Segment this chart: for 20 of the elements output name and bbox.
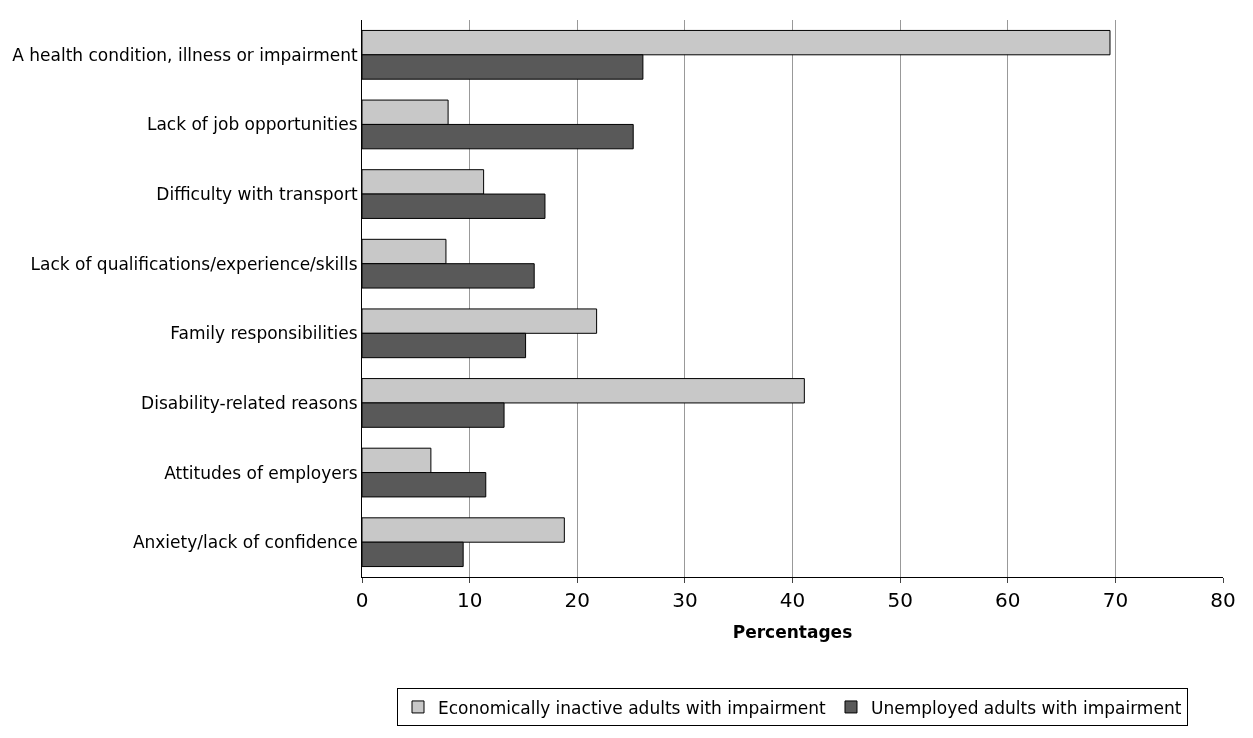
x-tick-label: 10 (456, 588, 483, 612)
y-tick-label: Family responsibilities (170, 323, 358, 344)
x-tick-label: 60 (995, 588, 1021, 612)
y-tick-label: Lack of qualifications/experience/skills (30, 253, 358, 274)
y-tick-label: Attitudes of employers (164, 462, 358, 483)
y-tick-label: Difficulty with transport (156, 184, 358, 205)
x-axis-title: Percentages (732, 622, 853, 643)
x-tick-label: 40 (779, 588, 806, 612)
y-tick-label: Lack of job opportunities (146, 114, 358, 135)
y-tick-label: Disability-related reasons (141, 392, 358, 413)
x-tick-label: 0 (355, 588, 369, 612)
legend-label: Economically inactive adults with impairment (438, 697, 826, 718)
legend-label: Unemployed adults with impairment (871, 697, 1182, 718)
x-tick-label: 50 (887, 588, 913, 612)
x-tick-label: 80 (1210, 588, 1236, 612)
y-tick-label: A health condition, illness or impairment (12, 44, 358, 65)
y-tick-label: Anxiety/lack of confidence (132, 532, 358, 553)
x-tick-label: 70 (1102, 588, 1129, 612)
x-tick-label: 30 (672, 588, 698, 612)
x-tick-label: 20 (564, 588, 590, 612)
